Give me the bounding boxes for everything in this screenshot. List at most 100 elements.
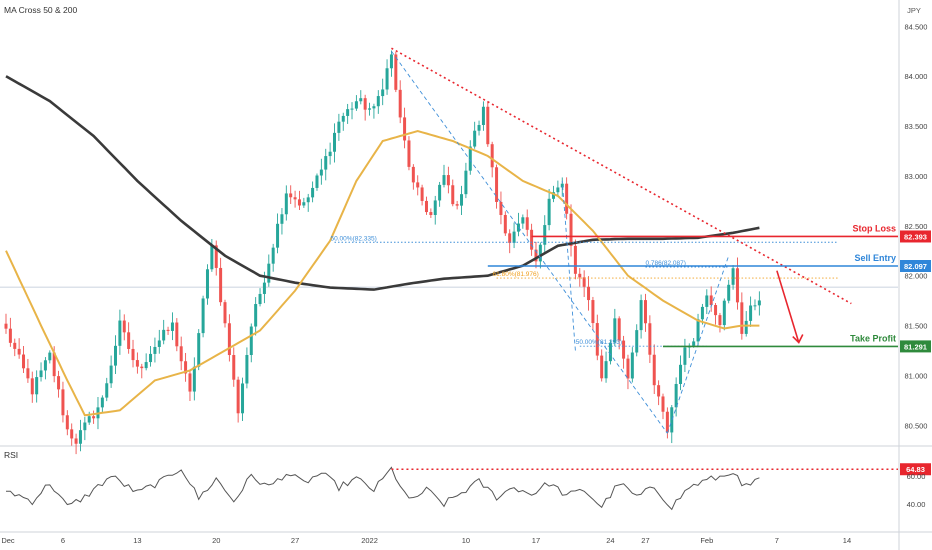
price-tick-label: 83.000	[905, 172, 928, 181]
time-tick-label: 13	[133, 536, 141, 545]
candle-body	[657, 385, 661, 397]
candle-body	[552, 192, 555, 199]
candle-body	[236, 379, 240, 414]
take-profit-price-tag	[900, 340, 931, 353]
candle-body	[118, 320, 122, 346]
time-tick-label: 14	[843, 536, 851, 545]
candle-body	[127, 332, 131, 349]
candle-body	[372, 106, 376, 109]
candle-body	[267, 263, 271, 283]
candles	[4, 50, 761, 455]
candle-body	[639, 300, 643, 331]
candle-body	[227, 323, 231, 356]
candle-body	[630, 352, 634, 379]
candle-body	[385, 68, 389, 90]
rsi-line	[5, 466, 760, 511]
candle-body	[389, 54, 393, 69]
candle-body	[381, 89, 385, 97]
candle-body	[4, 323, 8, 329]
stop-loss-price-tag	[900, 230, 931, 243]
candle-body	[341, 115, 345, 122]
candle-body	[696, 319, 700, 342]
candle-body	[700, 306, 704, 320]
candle-body	[556, 187, 560, 193]
time-tick-label: 20	[212, 536, 220, 545]
candle-body	[433, 200, 437, 215]
candle-body	[100, 397, 104, 408]
candle-body	[354, 101, 358, 109]
candle-body	[499, 201, 503, 215]
candle-body	[245, 355, 249, 384]
candle-body	[175, 322, 179, 347]
candle-body	[232, 355, 236, 380]
candle-body	[293, 197, 297, 200]
candle-body	[135, 360, 139, 367]
candle-body	[508, 233, 512, 243]
candle-body	[376, 96, 380, 107]
candle-body	[604, 361, 608, 379]
time-tick-label: 27	[291, 536, 299, 545]
stop-loss-price-label: 82.393	[904, 232, 927, 241]
candle-body	[359, 98, 363, 102]
candle-body	[188, 373, 192, 392]
take-profit-price-label: 81.291	[904, 342, 927, 351]
sell-entry-price-label: 82.097	[904, 262, 927, 271]
candle-body	[722, 300, 726, 326]
candle-body	[740, 302, 744, 334]
rsi-level-label: 64.83	[906, 465, 925, 474]
candle-body	[714, 305, 718, 316]
candle-body	[8, 328, 12, 343]
candle-body	[595, 323, 599, 356]
time-tick-label: 27	[641, 536, 649, 545]
take-profit-annotation: Take Profit	[850, 333, 896, 343]
time-tick-label: 10	[462, 536, 470, 545]
candle-body	[503, 214, 507, 234]
candle-body	[65, 415, 69, 430]
candle-body	[254, 304, 258, 327]
candle-body	[43, 360, 47, 371]
candle-body	[757, 300, 761, 306]
time-tick-label: 24	[606, 536, 614, 545]
candle-body	[297, 199, 301, 206]
candle-body	[438, 184, 442, 201]
candle-body	[210, 245, 214, 270]
candle-body	[512, 231, 516, 243]
candle-body	[446, 175, 450, 186]
stop-loss-annotation: Stop Loss	[852, 223, 896, 233]
fib-level-label: 0.786(82.087)	[645, 260, 685, 267]
chart-title: MA Cross 50 & 200	[4, 5, 78, 15]
candle-body	[398, 89, 402, 118]
candle-body	[534, 249, 538, 262]
candle-body	[262, 282, 266, 294]
candle-body	[39, 370, 43, 378]
candle-body	[530, 229, 534, 250]
candle-body	[153, 346, 157, 354]
candle-body	[48, 352, 52, 361]
candle-body	[727, 284, 731, 301]
fib-leg-line	[666, 255, 730, 434]
candle-body	[460, 194, 464, 206]
candle-body	[166, 329, 170, 331]
candle-body	[547, 198, 551, 226]
candle-body	[241, 383, 245, 414]
candle-body	[205, 269, 209, 299]
candle-body	[407, 140, 411, 167]
candle-body	[683, 347, 687, 365]
candle-body	[635, 330, 639, 353]
candle-body	[92, 416, 96, 419]
candle-body	[486, 106, 490, 145]
candle-body	[289, 193, 293, 198]
time-tick-label: Feb	[700, 536, 713, 545]
moving-averages	[5, 75, 760, 417]
candle-body	[451, 185, 455, 205]
candle-body	[70, 429, 74, 439]
candle-body	[214, 245, 218, 268]
candle-body	[52, 352, 56, 377]
candle-body	[661, 396, 665, 412]
candle-body	[337, 121, 341, 133]
sell-entry-price-tag	[900, 259, 931, 272]
candle-body	[22, 354, 26, 369]
time-tick-label: 17	[532, 536, 540, 545]
candle-body	[735, 268, 739, 303]
